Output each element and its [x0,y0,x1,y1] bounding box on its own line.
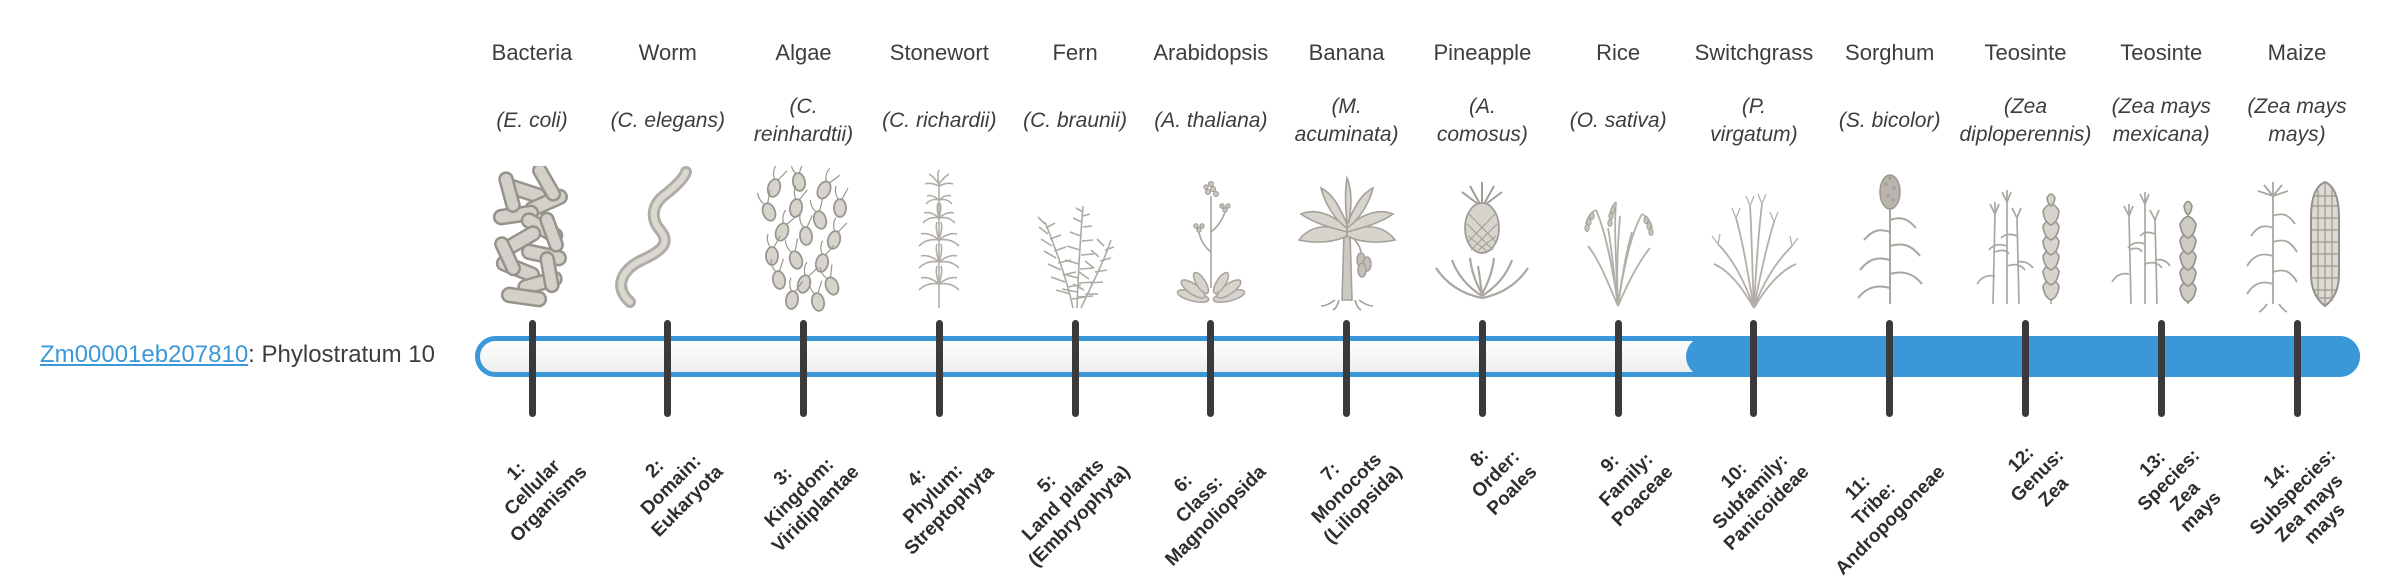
stage-label: 4: Phylum: Streptophyta [899,460,999,559]
rice-illustration [1548,166,1688,316]
gene-id-link[interactable]: Zm00001eb207810 [40,341,249,368]
stage-tick [2157,320,2165,417]
pineapple-illustration [1412,166,1552,316]
sorghum-illustration [1820,166,1960,316]
organism-scientific-name: (O. sativa) [1569,109,1667,133]
organism-name: Teosinte [1984,40,2067,65]
organism-scientific-name: (E. coli) [496,109,568,133]
organism-scientific-name: (A. thaliana) [1154,109,1268,133]
stage-label: 10: Subfamily: Panicoideae [1708,449,1814,555]
organism-scientific-name: (Zea mays mays) [2247,95,2347,146]
stage-tick [800,320,808,417]
organism-scientific-name: (P. virgatum) [1710,95,1798,146]
stage-tick [528,320,536,417]
stage-tick [1343,320,1351,417]
organism-scientific-name: (S. bicolor) [1838,109,1941,133]
organism-name: Rice [1596,40,1641,65]
stage-label: 6: Class: Magnoliopsida [1161,461,1270,571]
stonewort-illustration [869,166,1009,316]
organism-name: Teosinte [2120,40,2203,65]
stage-label: 12: Genus: Zea [2004,442,2073,511]
stage-label: 11: Tribe: Andropogoneae [1830,461,1949,580]
organism-name: Algae [775,40,832,65]
organism-name: Worm [638,40,697,65]
organism-name: Fern [1052,40,1098,65]
fern-illustration [1005,166,1145,316]
stage-label: 13: Species: Zea mays [2134,445,2226,538]
gene-label: Zm00001eb207810: Phylostratum 10 [40,341,435,369]
stage-tick [935,320,943,417]
organism-name: Stonewort [889,40,989,65]
stage-label: 14: Subspecies: Zea mays mays [2245,445,2350,549]
stage-tick [1614,320,1622,417]
stage-tick [2021,320,2029,417]
organism-scientific-name: (C. richardii) [882,109,997,133]
banana-illustration [1277,166,1417,316]
stage-label: 1: Cellular Organisms [500,455,592,547]
switchgrass-illustration [1684,166,1824,316]
algae-illustration [734,166,874,316]
worm-illustration [598,166,738,316]
organism-name: Pineapple [1433,40,1532,65]
stage-tick [1071,320,1079,417]
organism-scientific-name: (M. acuminata) [1294,95,1399,146]
stage-tick [1886,320,1894,417]
maize-illustration [2227,166,2367,316]
organism-name: Sorghum [1845,40,1935,65]
organism-name: Switchgrass [1694,40,1814,65]
stage-tick [2293,320,2301,417]
stage-label: 2: Domain: Eukaryota [636,450,727,542]
organism-scientific-name: (C. elegans) [610,109,725,133]
arabidopsis-illustration [1141,166,1281,316]
organism-scientific-name: (C. braunii) [1023,109,1128,133]
phylostratum-text: : Phylostratum 10 [248,341,435,368]
stage-label: 5: Land plants (Embryophyta) [1018,454,1135,571]
stage-tick [1478,320,1486,417]
stage-label: 7: Monocots (Liliopsida) [1307,449,1406,548]
bacteria-illustration [462,166,602,316]
stage-label: 9: Family: Poaceae [1595,448,1678,531]
organism-name: Arabidopsis [1153,40,1269,65]
organism-scientific-name: (C. reinhardtii) [753,95,854,146]
organism-name: Maize [2267,40,2327,65]
stage-label: 3: Kingdom: Viridiplantae [760,453,863,557]
organism-name: Bacteria [491,40,573,65]
stage-tick [1207,320,1215,417]
organism-name: Banana [1308,40,1385,65]
stage-label: 8: Order: Poales [1466,444,1542,520]
stage-tick [664,320,672,417]
organism-scientific-name: (A. comosus) [1436,95,1528,146]
teosinte-mexicana-illustration [2091,166,2231,316]
teosinte-diploperennis-illustration [1955,166,2095,316]
organism-scientific-name: (Zea mays mexicana) [2111,95,2211,146]
organism-scientific-name: (Zea diploperennis) [1959,95,2092,146]
stage-tick [1750,320,1758,417]
